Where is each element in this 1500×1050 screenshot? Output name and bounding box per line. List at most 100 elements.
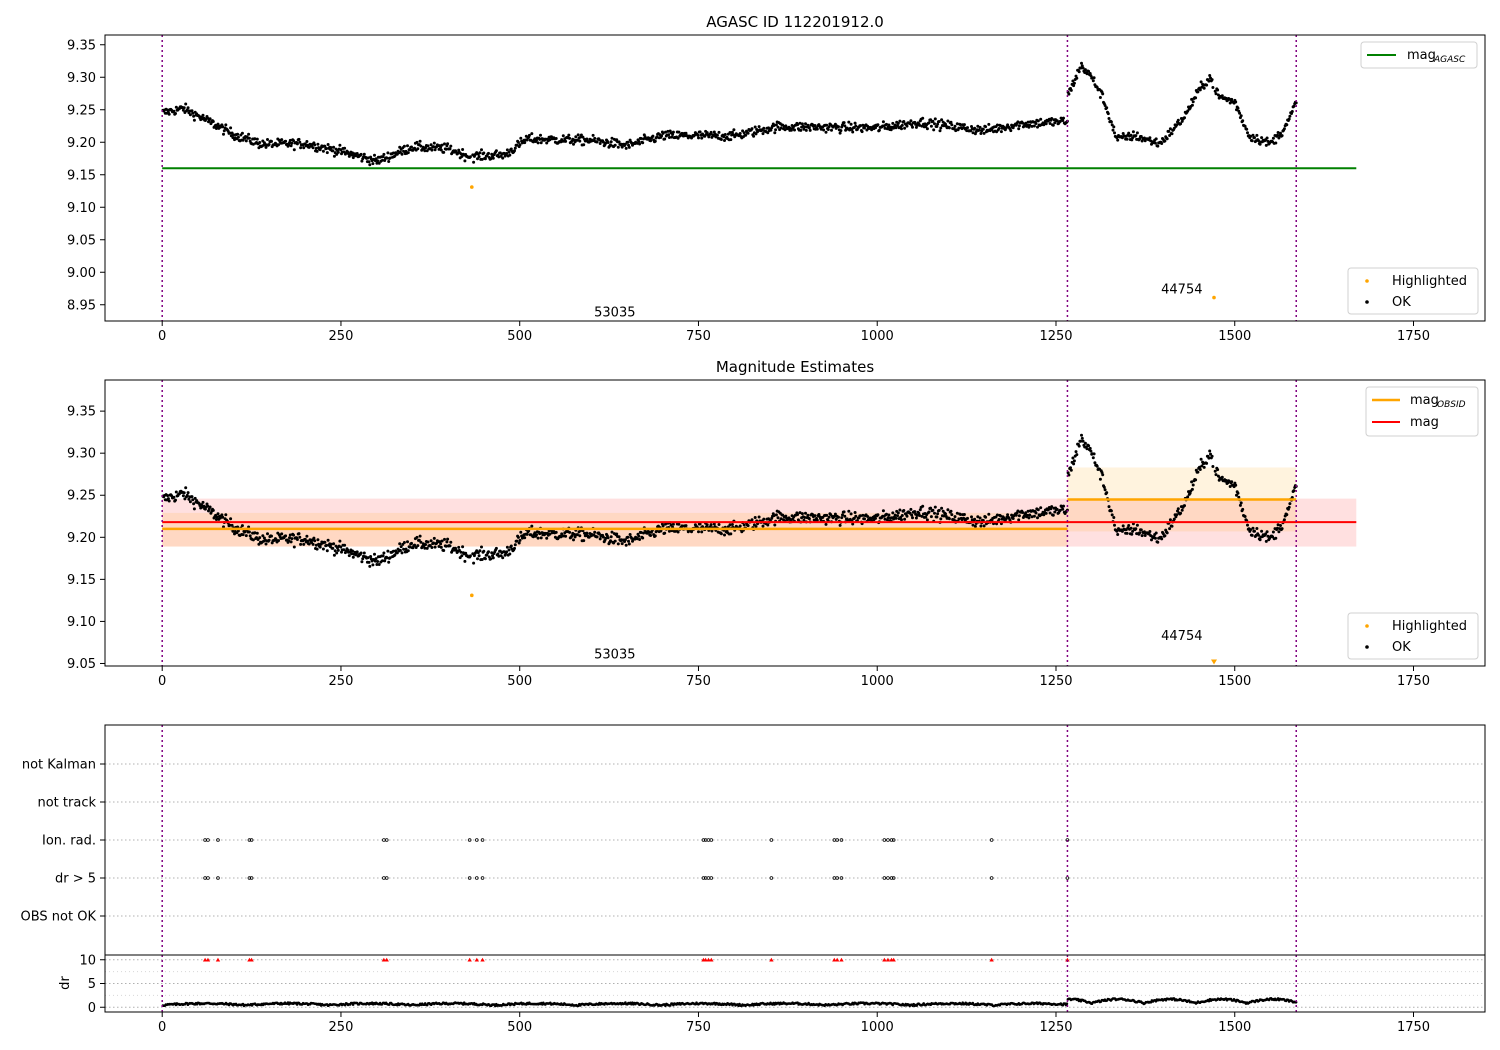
axes-frame — [104, 34, 1486, 322]
y-tick-label: 9.15 — [67, 168, 96, 183]
ok-point — [940, 506, 944, 510]
ok-point — [753, 516, 757, 519]
ok-point — [762, 126, 766, 130]
flag-mark — [249, 838, 254, 842]
ok-point — [1236, 491, 1240, 495]
flag-mark — [475, 838, 479, 842]
ok-point — [200, 503, 203, 507]
ok-point — [236, 132, 240, 136]
ok-point — [962, 513, 966, 516]
ok-point — [1148, 136, 1152, 140]
ok-point — [477, 155, 481, 159]
ok-point — [240, 131, 244, 135]
ok-point — [1103, 104, 1107, 107]
ok-point — [676, 136, 680, 140]
ok-point — [979, 132, 983, 135]
ok-point — [1016, 120, 1020, 124]
ok-point — [973, 517, 977, 521]
ok-point — [464, 551, 468, 555]
ok-point — [984, 125, 988, 129]
ok-point — [742, 131, 746, 135]
ok-point — [515, 539, 519, 543]
ok-point — [953, 124, 957, 128]
flag-mark — [467, 838, 472, 842]
ok-point — [617, 535, 621, 539]
ok-point — [1243, 515, 1247, 518]
ok-point — [800, 122, 804, 126]
ok-point — [1249, 528, 1253, 532]
ok-point — [574, 135, 578, 139]
ok-point — [1077, 70, 1081, 74]
ok-point — [1030, 515, 1034, 519]
ok-point — [332, 145, 336, 149]
ok-point — [610, 530, 614, 534]
ok-point — [638, 538, 642, 541]
capped-dr-marker — [1065, 957, 1070, 962]
ok-point — [284, 534, 288, 538]
ok-point — [193, 496, 197, 500]
ok-point — [955, 511, 959, 515]
ok-point — [1080, 433, 1083, 437]
ok-point — [437, 147, 441, 151]
ok-point — [1055, 119, 1059, 123]
ok-point — [578, 139, 582, 143]
ok-point — [445, 540, 449, 544]
ok-point — [903, 126, 907, 130]
ok-point — [439, 545, 443, 549]
ok-point — [732, 128, 736, 132]
ok-point — [667, 529, 671, 533]
flag-mark — [206, 876, 210, 880]
ok-point — [480, 148, 483, 152]
ok-point — [1027, 516, 1031, 520]
ok-point — [258, 536, 262, 540]
ok-point — [709, 523, 713, 527]
ok-point — [1115, 136, 1119, 140]
ok-point — [843, 514, 847, 518]
y-axis-label: dr — [58, 976, 73, 990]
ok-point — [523, 141, 527, 145]
ok-point — [292, 533, 295, 537]
x-tick-label: 0 — [158, 674, 166, 689]
ok-point — [1079, 439, 1083, 443]
ok-point — [1274, 536, 1278, 540]
ok-point — [377, 563, 381, 566]
ok-point — [927, 510, 931, 514]
ok-point — [463, 559, 467, 563]
ok-point — [202, 504, 206, 508]
ok-point — [1095, 464, 1099, 468]
ok-point — [426, 144, 430, 148]
capped-dr-marker — [202, 957, 208, 962]
ok-point — [244, 534, 248, 538]
ok-point — [1115, 529, 1119, 533]
ok-point — [1249, 134, 1253, 138]
ok-point — [391, 549, 395, 553]
flag-mark — [769, 838, 774, 842]
ok-point — [976, 515, 980, 519]
ok-point — [418, 534, 422, 538]
ok-point — [946, 508, 950, 512]
ok-point — [876, 513, 880, 517]
capped-dr-marker — [205, 957, 211, 962]
ok-point — [925, 127, 929, 131]
ok-point — [604, 141, 608, 145]
flag-mark — [989, 876, 994, 880]
legend-subscript: OBSID — [1437, 400, 1466, 410]
ok-point — [494, 546, 498, 550]
ok-point — [1050, 505, 1054, 509]
ok-point — [606, 536, 610, 540]
ok-point — [214, 518, 218, 521]
ok-point — [976, 124, 980, 128]
ok-point — [609, 539, 612, 543]
ok-point — [909, 507, 913, 511]
capped-dr-marker — [467, 957, 472, 962]
capped-dr-marker — [480, 957, 485, 962]
flag-mark — [701, 876, 706, 880]
ok-point — [208, 117, 212, 121]
ok-point — [554, 137, 558, 140]
legend-label: mag — [1410, 415, 1439, 430]
ok-point — [1161, 532, 1165, 536]
ok-point — [1071, 79, 1075, 83]
ok-point — [1125, 531, 1129, 535]
ok-point — [1036, 125, 1039, 129]
ok-point — [264, 542, 268, 546]
